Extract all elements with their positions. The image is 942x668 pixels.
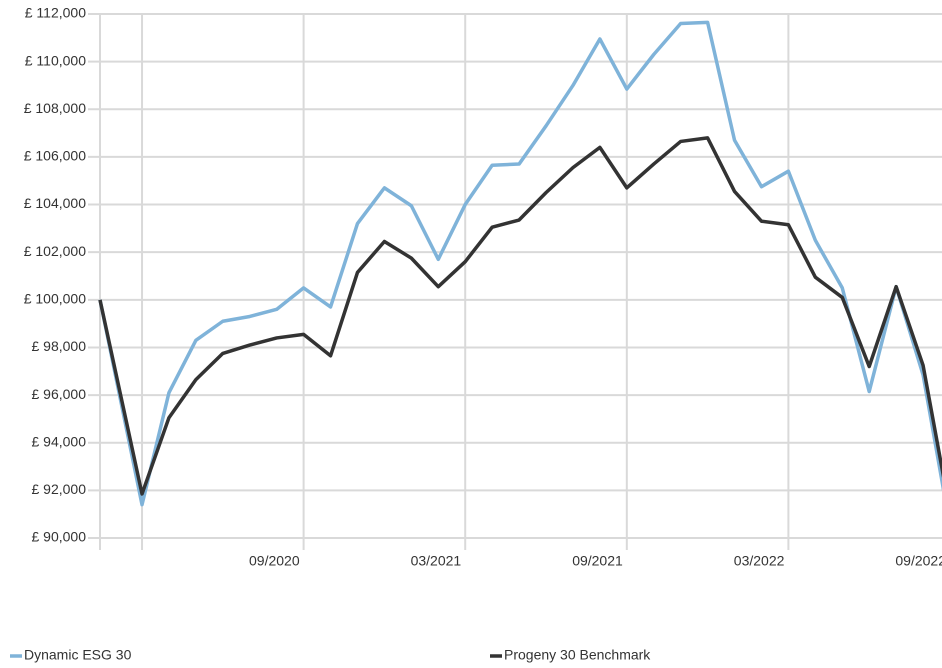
x-tick-label: 09/2022 [895,553,942,569]
x-tick-label: 03/2022 [734,553,785,569]
x-tick-label: 03/2021 [411,553,462,569]
legend-label: Dynamic ESG 30 [24,647,132,663]
legend-label: Progeny 30 Benchmark [504,647,651,663]
x-tick-label: 09/2020 [249,553,300,569]
y-tick-label: £ 92,000 [32,481,87,497]
y-tick-label: £ 104,000 [24,195,86,211]
y-tick-label: £ 112,000 [25,5,86,21]
data-line [98,136,942,496]
y-tick-label: £ 90,000 [32,529,87,545]
x-tick-label: 09/2021 [572,553,623,569]
y-tick-label: £ 110,000 [25,52,86,68]
y-tick-label: £ 106,000 [24,148,86,164]
y-tick-label: £ 102,000 [24,243,86,259]
y-tick-label: £ 100,000 [24,291,86,307]
y-tick-label: £ 98,000 [32,338,87,354]
y-tick-label: £ 94,000 [32,433,87,449]
y-tick-label: £ 108,000 [24,100,86,116]
data-line [98,20,942,507]
y-tick-label: £ 96,000 [32,386,87,402]
